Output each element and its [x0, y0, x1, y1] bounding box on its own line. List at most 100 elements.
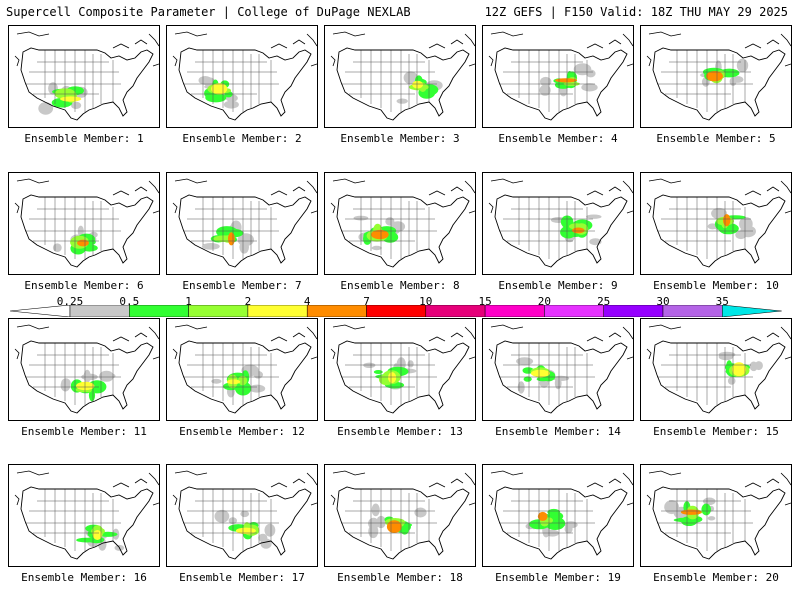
member-caption: Ensemble Member: 17	[179, 571, 305, 584]
scp-shading	[412, 80, 424, 89]
coastline	[112, 43, 130, 49]
scp-shading	[373, 370, 383, 374]
member-caption: Ensemble Member: 19	[495, 571, 621, 584]
coastline	[780, 33, 791, 47]
scp-shading	[38, 102, 54, 115]
member-caption: Ensemble Member: 10	[653, 279, 779, 292]
scp-shading	[253, 371, 263, 379]
map-canvas	[172, 324, 317, 414]
map-canvas	[646, 470, 791, 560]
scp-shading	[581, 83, 598, 92]
member-map	[8, 172, 160, 275]
coastline	[134, 332, 148, 338]
coastline	[622, 472, 633, 486]
map-canvas	[488, 470, 633, 560]
coastline	[112, 482, 130, 488]
country-outline	[336, 194, 470, 268]
scp-shading	[77, 239, 89, 247]
member-map	[482, 25, 634, 128]
coastline	[450, 186, 464, 192]
member-caption: Ensemble Member: 7	[182, 279, 302, 292]
scp-shading	[237, 375, 248, 386]
country-outline	[652, 486, 786, 560]
scp-shading	[396, 98, 408, 104]
coastline	[608, 39, 622, 45]
coastline	[306, 326, 317, 340]
country-outline	[652, 194, 786, 268]
coastline	[464, 33, 475, 47]
scp-shading	[555, 78, 578, 83]
coastline	[174, 178, 208, 184]
scp-shading	[736, 58, 749, 73]
legend-colorbar	[10, 305, 782, 317]
scp-shading	[586, 214, 602, 219]
legend-tick-label: 2	[244, 295, 252, 308]
coastline	[766, 478, 780, 484]
coastline	[468, 63, 475, 67]
coastline	[134, 39, 148, 45]
coastline	[172, 348, 178, 360]
member-map	[324, 172, 476, 275]
coastline	[330, 202, 336, 214]
legend-swatch	[544, 305, 604, 317]
coastline	[626, 502, 633, 506]
coastline	[490, 470, 524, 476]
coastline	[14, 348, 20, 360]
ensemble-panel: Ensemble Member: 6	[8, 172, 160, 303]
coastline	[586, 336, 604, 342]
coastline	[646, 55, 652, 67]
coastline	[14, 494, 20, 506]
member-caption: Ensemble Member: 4	[498, 132, 618, 145]
map-canvas	[646, 31, 791, 121]
country-outline	[494, 47, 628, 121]
ensemble-panel: Ensemble Member: 5	[640, 25, 792, 156]
scp-shading	[223, 100, 239, 109]
coastline	[174, 31, 208, 37]
coastline	[464, 180, 475, 194]
coastline	[14, 55, 20, 67]
coastline	[332, 178, 366, 184]
scp-shading	[368, 517, 380, 530]
scp-shading	[249, 384, 266, 393]
coastline	[464, 472, 475, 486]
ensemble-panel: Ensemble Member: 7	[166, 172, 318, 303]
member-map	[482, 172, 634, 275]
member-map	[324, 25, 476, 128]
scp-shading	[61, 378, 71, 389]
scp-shading	[371, 229, 389, 240]
ensemble-panel: Ensemble Member: 13	[324, 318, 476, 449]
coastline	[780, 180, 791, 194]
ensemble-panel: Ensemble Member: 20	[640, 464, 792, 595]
legend-swatch	[188, 305, 249, 317]
coastline	[330, 348, 336, 360]
coastline	[270, 336, 288, 342]
map-canvas	[14, 31, 159, 121]
ensemble-panel: Ensemble Member: 15	[640, 318, 792, 449]
country-outline	[336, 340, 470, 414]
member-caption: Ensemble Member: 14	[495, 425, 621, 438]
scp-shading	[407, 360, 414, 368]
coastline	[310, 63, 317, 67]
scp-shading	[516, 357, 534, 366]
ensemble-panel: Ensemble Member: 11	[8, 318, 160, 449]
coastline	[468, 210, 475, 214]
coastline	[134, 478, 148, 484]
scp-shading	[706, 71, 723, 82]
coastline	[16, 178, 50, 184]
map-canvas	[330, 324, 475, 414]
member-map	[482, 318, 634, 421]
coastline	[112, 336, 130, 342]
coastline	[646, 202, 652, 214]
coastline	[626, 63, 633, 67]
scp-shading	[264, 523, 276, 537]
scp-shading	[530, 369, 551, 378]
map-canvas	[14, 178, 159, 268]
scp-shading	[83, 369, 91, 383]
scp-shading	[680, 509, 702, 515]
coastline	[744, 336, 762, 342]
coastline	[608, 186, 622, 192]
scp-shading	[228, 232, 235, 246]
member-map	[166, 172, 318, 275]
map-canvas	[172, 470, 317, 560]
coastline	[172, 202, 178, 214]
